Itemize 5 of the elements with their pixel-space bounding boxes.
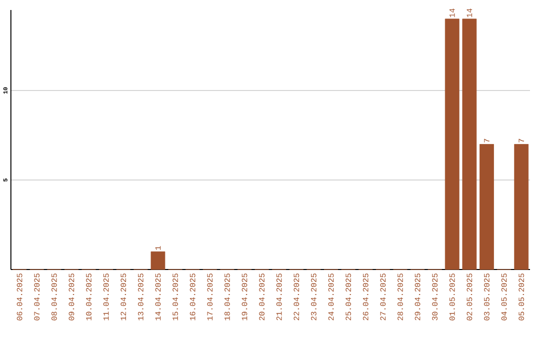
bar xyxy=(150,251,166,270)
bar xyxy=(514,144,529,270)
bar xyxy=(462,18,477,270)
bar xyxy=(444,18,460,270)
bar xyxy=(480,144,494,270)
